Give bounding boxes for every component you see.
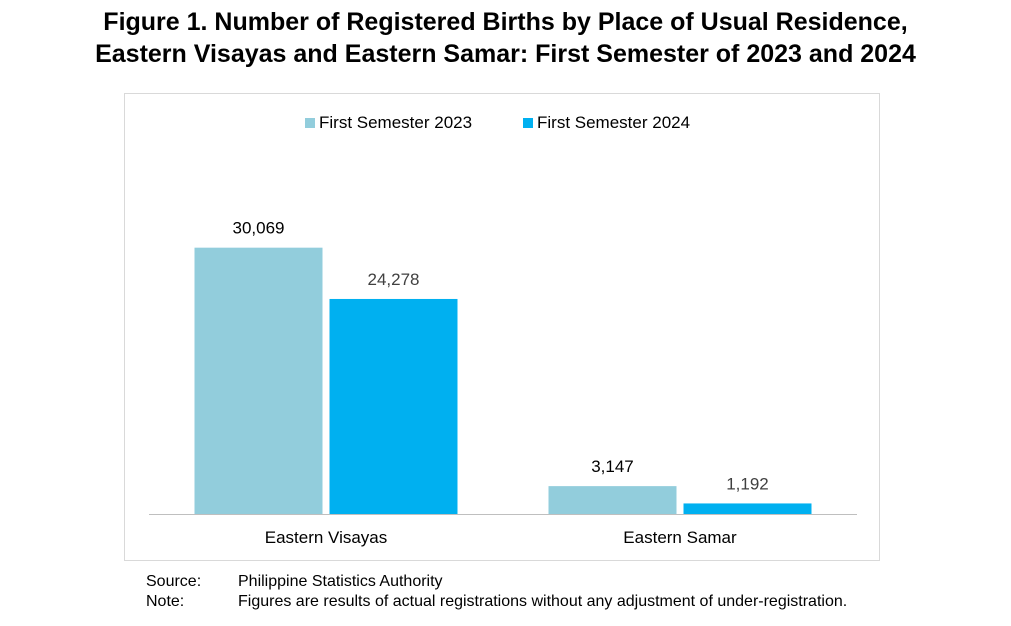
data-label-2-1: 3,147 <box>591 457 634 476</box>
note-text: Figures are results of actual registrati… <box>238 593 848 610</box>
chart-area: First Semester 2023 First Semester 2024 30… <box>124 93 880 561</box>
figure-title-line-2: Eastern Visayas and Eastern Samar: First… <box>95 40 916 68</box>
legend-label-1: First Semester 2023 <box>319 113 472 132</box>
note-row: Note: Figures are results of actual regi… <box>146 592 847 612</box>
figure-footer: Source: Philippine Statistics Authority … <box>146 572 847 612</box>
data-label-2-2: 1,192 <box>726 474 769 493</box>
legend-swatch-2 <box>523 118 533 128</box>
source-label: Source: <box>146 573 202 590</box>
figure-title-line-1: Figure 1. Number of Registered Births by… <box>103 8 908 36</box>
bar-1-1 <box>194 247 323 515</box>
category-label-1: Eastern Visayas <box>265 528 388 547</box>
source-text: Philippine Statistics Authority <box>238 573 443 590</box>
data-label-1-2: 24,278 <box>368 270 420 289</box>
figure-title: Figure 1. Number of Registered Births by… <box>0 6 1011 70</box>
data-label-1-1: 30,069 <box>233 219 285 238</box>
bar-2-1 <box>548 486 677 514</box>
legend-label-2: First Semester 2024 <box>537 113 690 132</box>
source-row: Source: Philippine Statistics Authority <box>146 572 847 592</box>
bar-chart: First Semester 2023 First Semester 2024 30… <box>149 113 857 547</box>
legend-swatch-1 <box>305 118 315 128</box>
bar-2-2 <box>683 503 812 514</box>
category-label-2: Eastern Samar <box>623 528 737 547</box>
bar-1-2 <box>329 298 458 514</box>
note-label: Note: <box>146 593 185 610</box>
